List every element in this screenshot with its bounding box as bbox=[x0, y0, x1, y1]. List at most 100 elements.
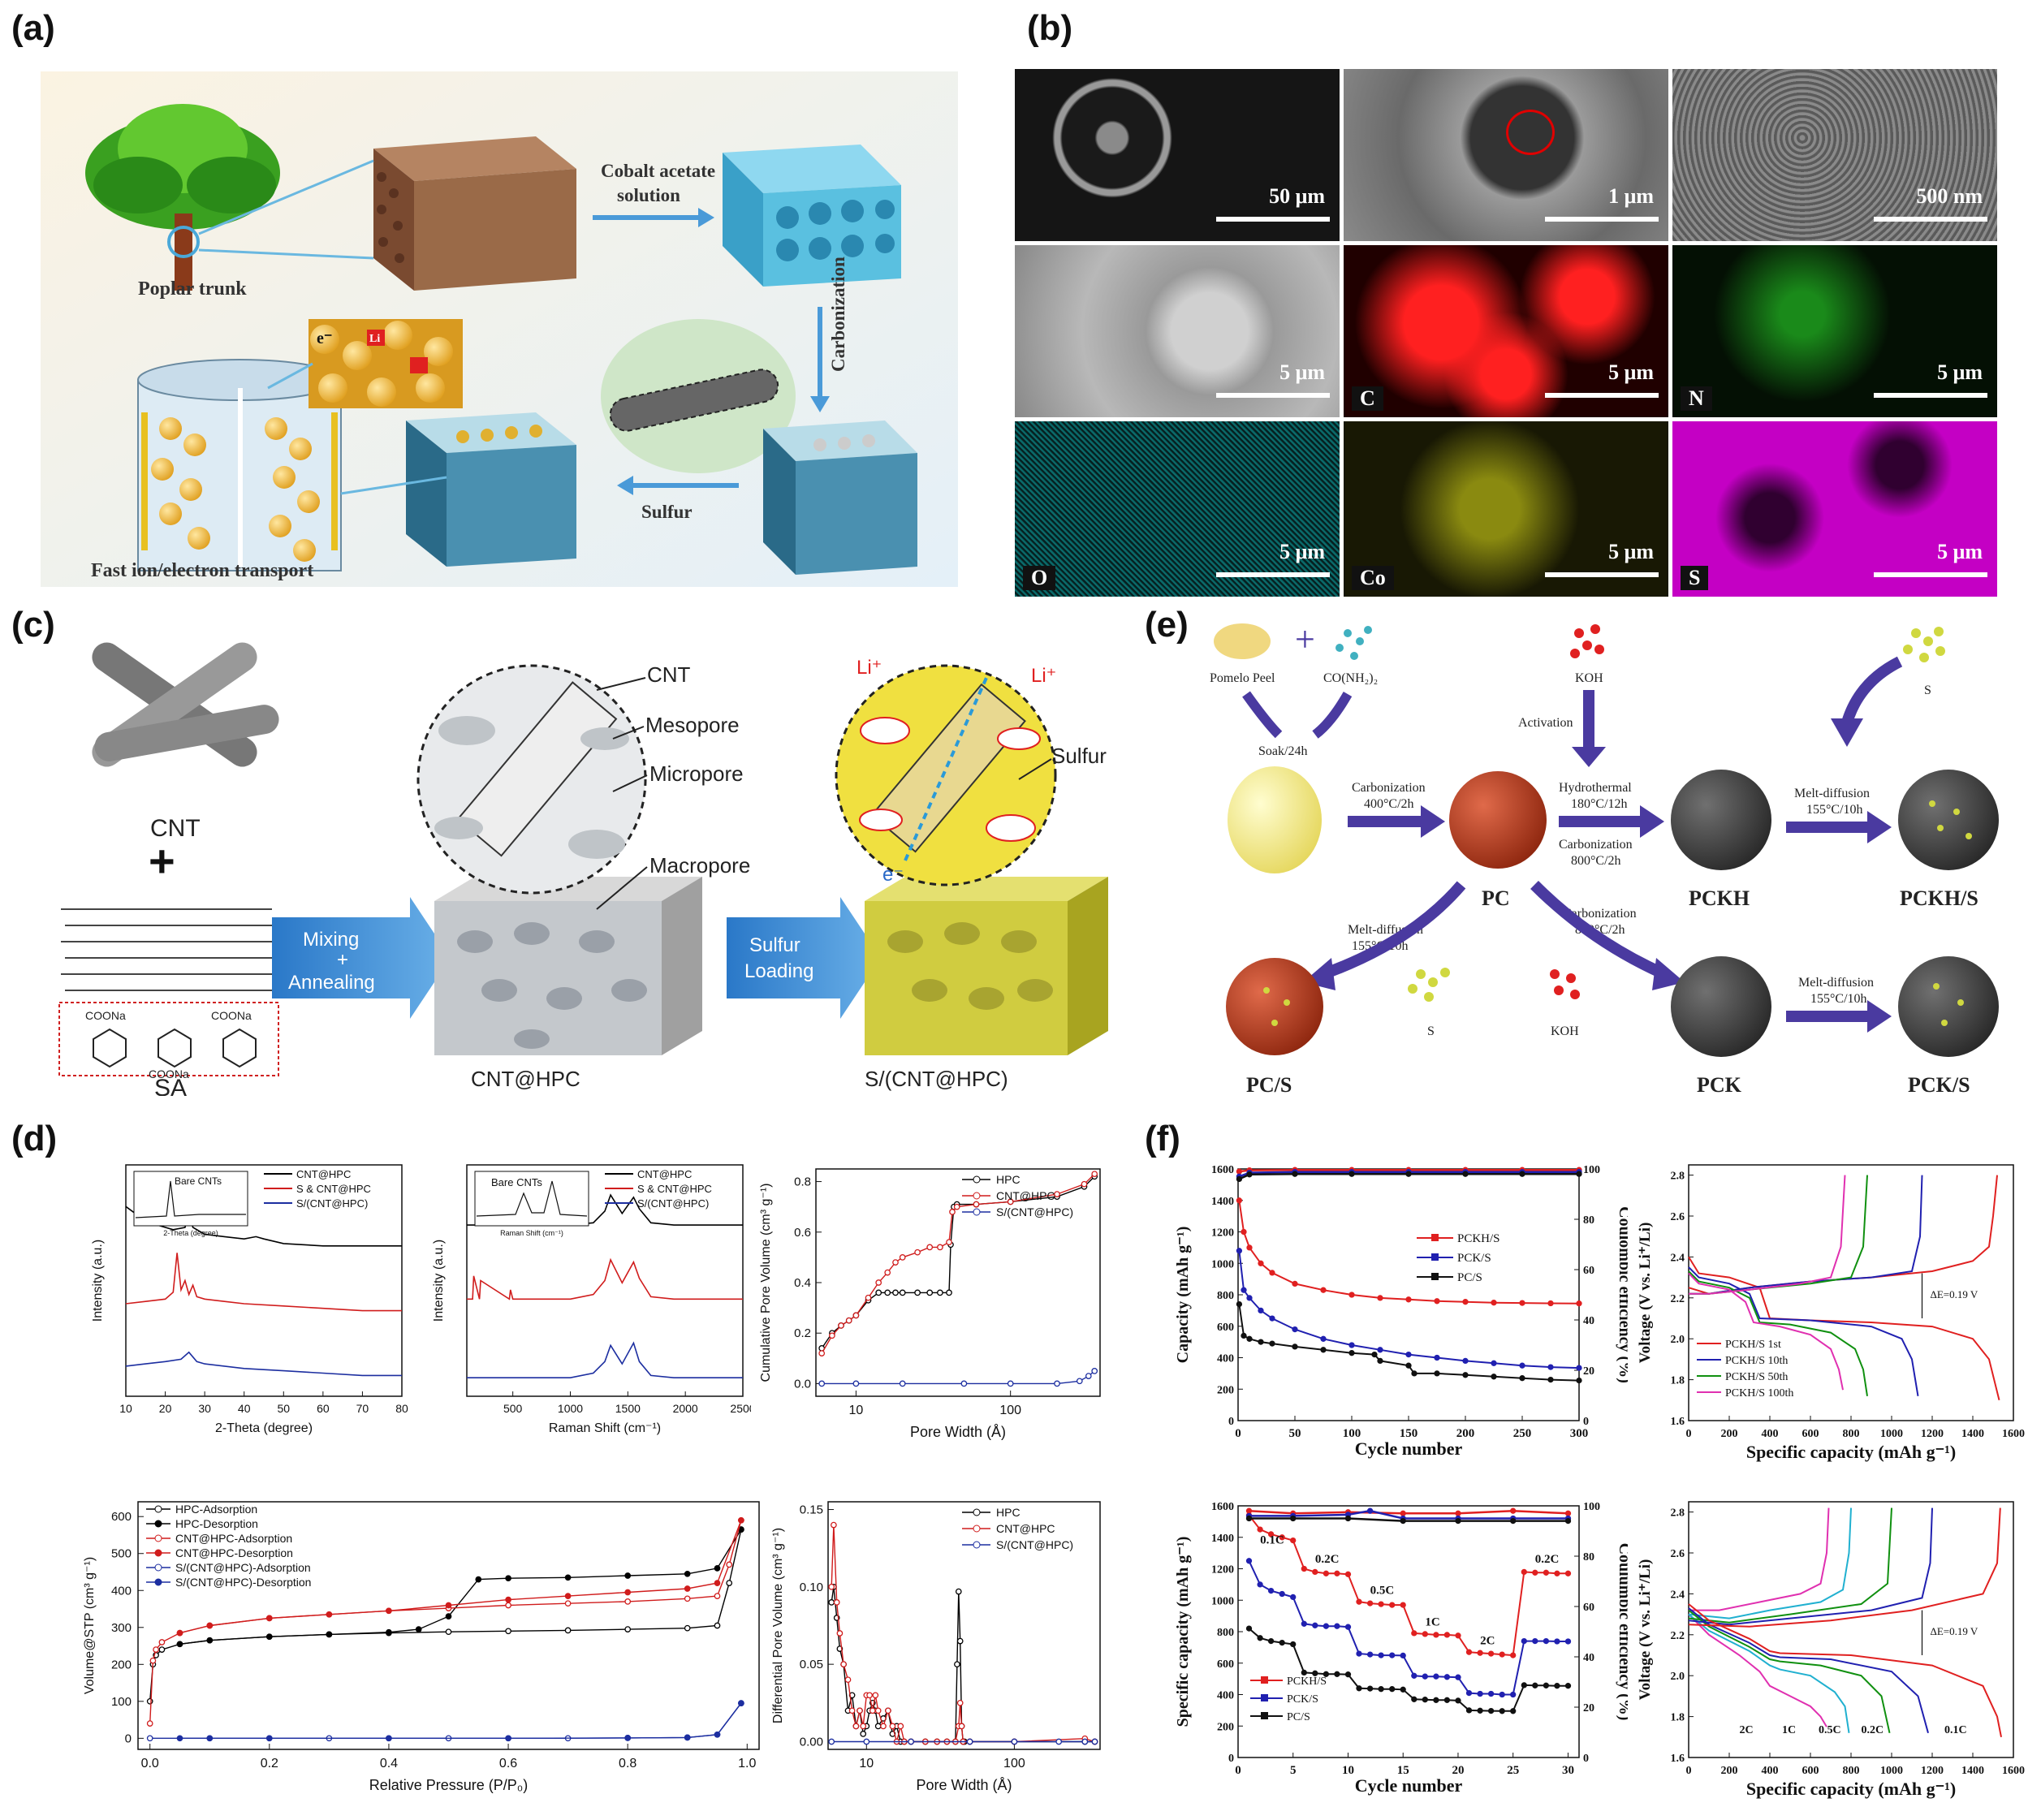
svg-text:PCKH: PCKH bbox=[1689, 886, 1750, 910]
series-marker-5 bbox=[505, 1735, 511, 1742]
series-line-3 bbox=[1249, 1509, 1569, 1515]
x-tick-label: 1400 bbox=[1961, 1765, 1984, 1777]
series-marker-1 bbox=[857, 1707, 863, 1714]
series-marker-1 bbox=[838, 1322, 844, 1329]
sem-tile-2: 1 μm bbox=[1344, 69, 1668, 241]
series-marker-2 bbox=[1055, 1738, 1063, 1745]
li-label: Li bbox=[369, 333, 380, 345]
svg-text:180°C/12h: 180°C/12h bbox=[1571, 797, 1628, 811]
series-marker-0 bbox=[1510, 1652, 1517, 1658]
series-marker-2 bbox=[1356, 1685, 1362, 1692]
x-tick-label: 1600 bbox=[2002, 1428, 2025, 1440]
series-marker-1 bbox=[828, 1583, 835, 1590]
series-line-3 bbox=[179, 1520, 742, 1634]
series-marker-2 bbox=[1519, 1375, 1525, 1382]
series-marker-2 bbox=[1246, 1335, 1253, 1342]
series-marker-0 bbox=[1312, 1568, 1318, 1576]
series-marker-5 bbox=[1245, 1515, 1253, 1522]
highlight-circle-icon bbox=[1506, 110, 1555, 155]
yellow-precursor-sphere bbox=[1228, 766, 1322, 873]
series-marker-1 bbox=[714, 1565, 721, 1572]
chart-rate: 0 5 10 15 20 25 300200400600800100012001400160… bbox=[1174, 1501, 1628, 1796]
y-tick-label: 300 bbox=[111, 1621, 132, 1635]
chart-isotherm: 0.0 0.2 0.4 0.6 0.8 1.0 0 100 200 300 400 500 600 Rel… bbox=[83, 1501, 760, 1793]
series-marker-2 bbox=[684, 1595, 691, 1602]
series-marker-0 bbox=[1389, 1602, 1396, 1608]
series-marker-1 bbox=[1245, 1558, 1253, 1564]
plot-frame bbox=[466, 1164, 744, 1397]
series-marker-1 bbox=[1312, 1622, 1318, 1628]
legend-marker bbox=[1431, 1253, 1439, 1261]
inset-line bbox=[135, 1180, 246, 1218]
series-marker-1 bbox=[937, 1244, 943, 1251]
y-tick-label: 500 bbox=[111, 1547, 132, 1561]
series-marker-2 bbox=[1267, 1637, 1275, 1645]
series-marker-1 bbox=[1301, 1620, 1307, 1627]
x-tick-label: 1200 bbox=[1921, 1428, 1944, 1440]
series-marker-5 bbox=[1576, 1171, 1582, 1177]
x-tick-label: 0 bbox=[1235, 1427, 1241, 1440]
cnt-zoom-circle-icon bbox=[416, 664, 647, 895]
series-marker-2 bbox=[1290, 1641, 1297, 1648]
series-marker-2 bbox=[624, 1598, 632, 1605]
series-marker-0 bbox=[1400, 1602, 1406, 1608]
legend-label: S/(CNT@HPC)-Adsorption bbox=[175, 1561, 311, 1574]
koh-icon-top bbox=[1570, 624, 1604, 658]
series-marker-0 bbox=[1443, 1632, 1451, 1638]
series-marker-0 bbox=[1465, 1649, 1473, 1655]
series-marker-2 bbox=[908, 1738, 914, 1745]
x-tick-label: 40 bbox=[238, 1402, 251, 1415]
series-marker-5 bbox=[1510, 1517, 1517, 1525]
rate-label: 2C bbox=[1480, 1635, 1495, 1648]
sulfur-loaded-block-icon bbox=[406, 412, 576, 567]
series-marker-0 bbox=[926, 1289, 934, 1296]
series-marker-5 bbox=[1246, 1171, 1253, 1178]
series-marker-5 bbox=[265, 1735, 273, 1742]
y-tick-label: 600 bbox=[1217, 1658, 1234, 1671]
pckhs-sphere bbox=[1898, 770, 1999, 870]
x-tick-label: 30 bbox=[198, 1402, 211, 1415]
series-marker-0 bbox=[874, 1723, 882, 1730]
x-tick-label: 1000 bbox=[1880, 1428, 1903, 1440]
sem-tile-1: 50 μm bbox=[1015, 69, 1340, 241]
series-marker-3 bbox=[1455, 1510, 1461, 1516]
rate-label: 0.1C bbox=[1944, 1724, 1967, 1736]
legend-label: CNT@HPC bbox=[996, 1189, 1055, 1202]
series-marker-0 bbox=[1323, 1570, 1330, 1576]
series-marker-1 bbox=[505, 1575, 511, 1582]
svg-text:Sulfur: Sulfur bbox=[1051, 744, 1107, 768]
y-tick-label: 1000 bbox=[1211, 1595, 1234, 1607]
series-marker-2 bbox=[1257, 1635, 1263, 1641]
legend-label: CNT@HPC-Desorption bbox=[175, 1546, 293, 1559]
y-tick-label: 600 bbox=[111, 1510, 132, 1524]
y-tick-label: 0.4 bbox=[794, 1276, 811, 1290]
legend-label: S & CNT@HPC bbox=[637, 1183, 712, 1195]
series-marker-5 bbox=[1455, 1517, 1461, 1525]
series-marker-3 bbox=[176, 1629, 183, 1637]
series-marker-1 bbox=[1411, 1672, 1417, 1679]
series-marker-2 bbox=[1434, 1370, 1440, 1377]
series-line-2 bbox=[1248, 1628, 1569, 1712]
svg-text:PCK/S: PCK/S bbox=[1908, 1073, 1970, 1097]
legend-label: S/(CNT@HPC) bbox=[296, 1197, 368, 1210]
y2-tick-label: 60 bbox=[1583, 1265, 1594, 1277]
y-tick-label: 2.0 bbox=[1671, 1334, 1685, 1346]
series-marker-0 bbox=[1477, 1650, 1483, 1656]
series-marker-0 bbox=[1434, 1298, 1440, 1305]
x-tick-label: 200 bbox=[1456, 1427, 1475, 1440]
rate-label: 0.2C bbox=[1315, 1553, 1340, 1566]
series-marker-5 bbox=[1344, 1515, 1352, 1522]
series-marker-5 bbox=[1292, 1171, 1298, 1177]
x-tick-label: 1.0 bbox=[738, 1757, 756, 1770]
x-tick-label: 10 bbox=[119, 1402, 132, 1415]
series-marker-5 bbox=[176, 1735, 183, 1742]
discharge-curve-3 bbox=[1688, 1607, 1929, 1734]
panel-b-micrographs: 50 μm 1 μm 500 nm 5 μm C 5 μm N 5 μm O 5… bbox=[1015, 69, 1997, 597]
series-marker-3 bbox=[1400, 1510, 1406, 1516]
series-marker-5 bbox=[1462, 1171, 1469, 1177]
series-marker-1 bbox=[1257, 1581, 1263, 1588]
series-marker-0 bbox=[1491, 1300, 1497, 1306]
svg-text:Pomelo Peel: Pomelo Peel bbox=[1210, 671, 1275, 685]
s-cnt-hpc-cube-icon bbox=[865, 877, 1108, 1055]
svg-text:Soak/24h: Soak/24h bbox=[1258, 744, 1307, 758]
